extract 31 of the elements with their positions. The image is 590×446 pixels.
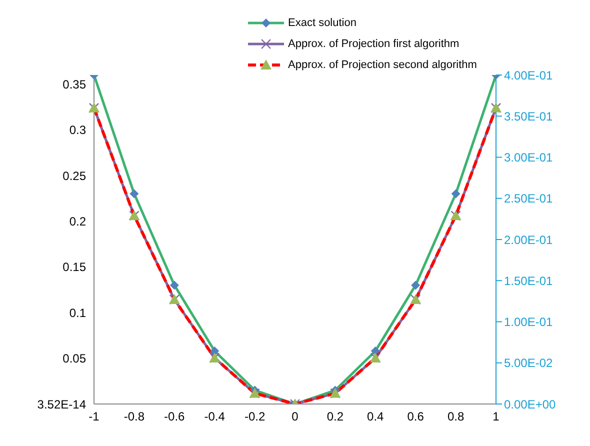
y-tick-label: 0.35 <box>62 77 86 92</box>
y2-tick-label: 2.50E-01 <box>504 192 554 206</box>
legend-label: Approx. of Projection first algorithm <box>288 38 460 50</box>
y-tick-label: 3.52E-14 <box>37 397 86 412</box>
x-tick-label: -0.8 <box>124 410 145 424</box>
y2-tick-label: 3.00E-01 <box>504 150 554 165</box>
x-tick-label: 0.4 <box>367 410 384 424</box>
x-tick-label: 0.8 <box>447 410 464 424</box>
x-tick-label: -0.6 <box>164 410 186 424</box>
y-tick-label: 0.3 <box>69 123 86 138</box>
x-tick-label: 0 <box>292 410 299 424</box>
y2-tick-label: 4.00E-01 <box>504 68 554 82</box>
x-tick-label: 1 <box>492 410 500 424</box>
y2-tick-label: 1.50E-01 <box>504 274 554 288</box>
y2-tick-label: 1.00E-01 <box>504 315 554 330</box>
y2-tick-label: 0.00E+00 <box>504 397 556 412</box>
x-tick-label: 0.6 <box>407 410 424 424</box>
y2-tick-label: 3.50E-01 <box>504 109 554 124</box>
legend-label: Exact solution <box>288 16 356 28</box>
y2-tick-label: 2.00E-01 <box>504 232 554 247</box>
y2-tick-label: 5.00E-02 <box>504 356 554 370</box>
x-tick-label: -0.4 <box>204 410 226 424</box>
x-tick-label: -0.2 <box>244 410 266 424</box>
x-tick-label: -1 <box>88 410 100 424</box>
y-tick-label: 0.2 <box>69 214 86 228</box>
legend-label: Approx. of Projection second algorithm <box>288 58 477 70</box>
y-tick-label: 0.25 <box>62 168 86 183</box>
x-tick-label: 0.2 <box>326 410 344 424</box>
y-tick-label: 0.15 <box>62 260 86 274</box>
y-tick-label: 0.05 <box>62 352 86 366</box>
y-tick-label: 0.1 <box>69 306 86 320</box>
